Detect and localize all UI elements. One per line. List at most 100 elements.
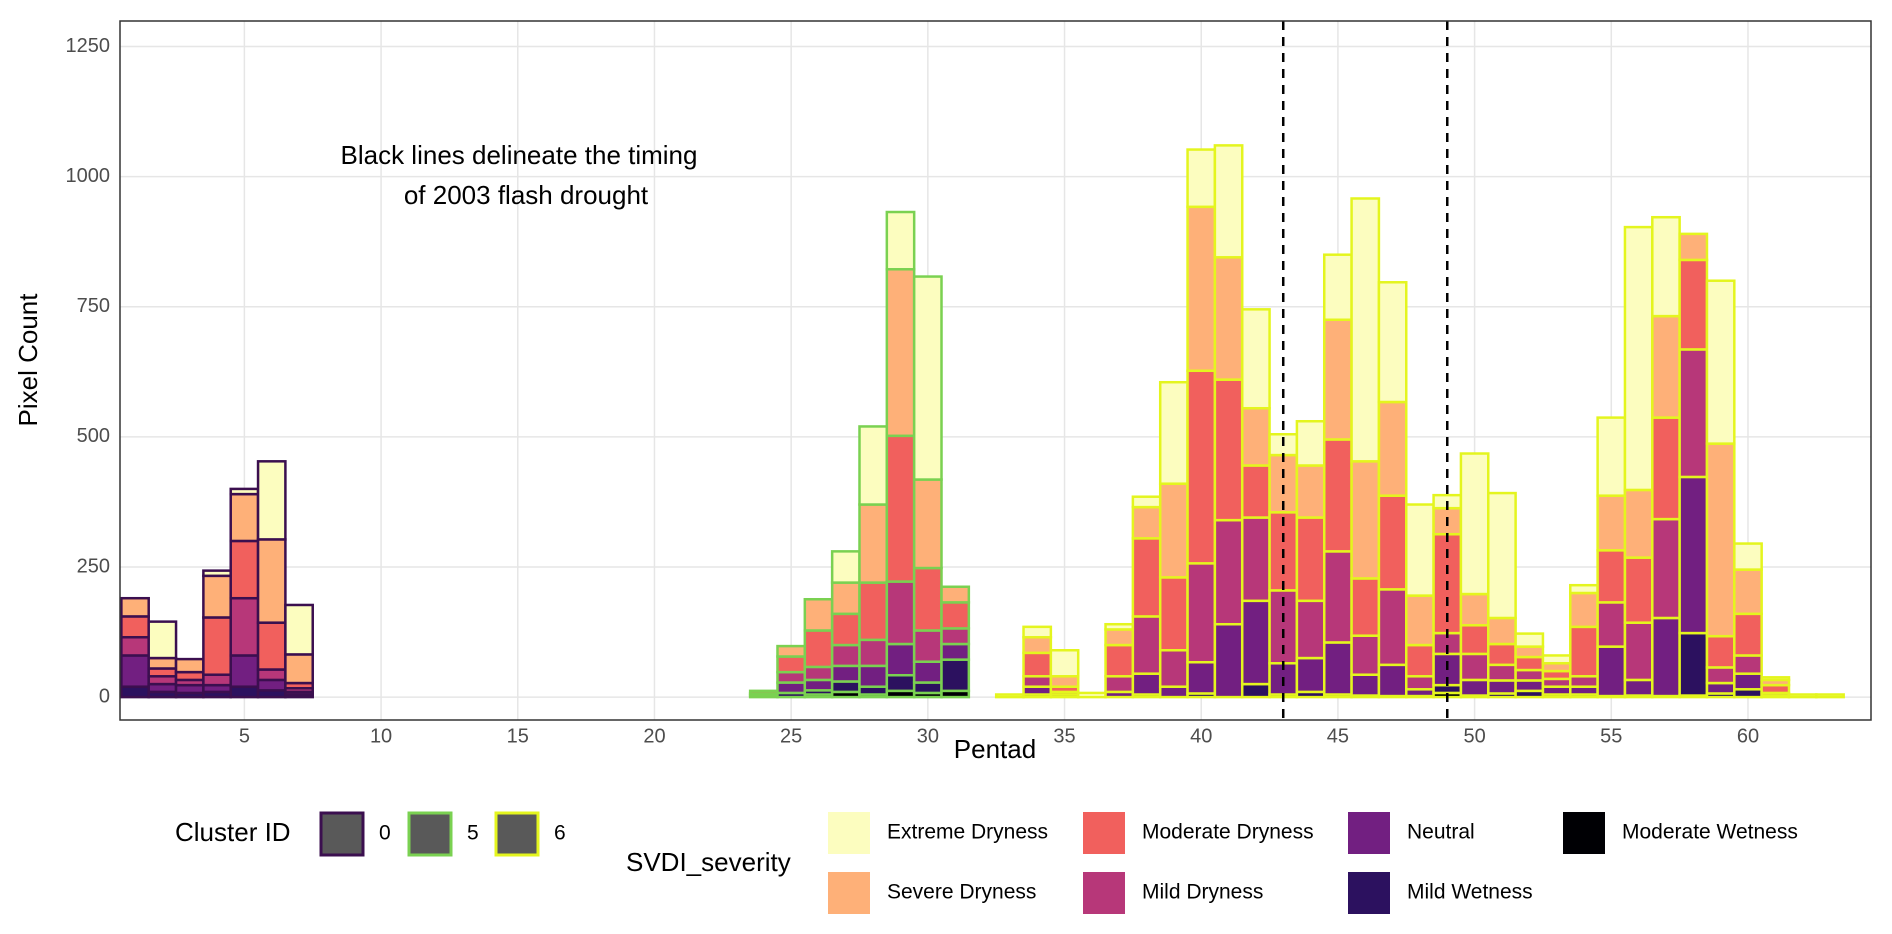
bar-segment xyxy=(284,603,314,656)
bar-segment xyxy=(1295,419,1326,467)
bar-segment xyxy=(1596,645,1627,698)
bar-segment xyxy=(1514,632,1545,648)
bar-segment xyxy=(1514,668,1545,682)
bar-segment xyxy=(147,656,178,670)
bar-segment xyxy=(1104,628,1135,647)
bar-segment xyxy=(1705,279,1736,445)
bar-segment xyxy=(1377,588,1408,667)
bar-segment xyxy=(1104,622,1135,631)
legend-key xyxy=(494,811,540,857)
legend-title: SVDI_severity xyxy=(626,847,791,877)
bar-segment xyxy=(776,655,807,674)
bar-segment xyxy=(1487,491,1517,620)
x-tick-label: 30 xyxy=(917,725,939,747)
annotation: Black lines delineate the timing xyxy=(341,140,698,170)
bar-segment xyxy=(1459,624,1490,656)
bar-segment xyxy=(1596,549,1627,604)
legend-label: 6 xyxy=(554,822,566,845)
bar-segment xyxy=(1104,675,1135,694)
bar-segment xyxy=(1377,400,1408,497)
bar-segment xyxy=(1158,482,1189,579)
bar-segment xyxy=(830,643,861,668)
bar-segment xyxy=(1131,615,1162,675)
bar-segment xyxy=(803,678,834,692)
panel-border xyxy=(119,20,1872,721)
y-tick-label: 1250 xyxy=(66,35,111,57)
bar-segment xyxy=(1733,568,1763,616)
bar-segment xyxy=(202,673,232,687)
bar-segment xyxy=(1240,406,1271,467)
bar-segment xyxy=(1131,672,1162,696)
legend-key xyxy=(319,811,365,857)
bar-segment xyxy=(1487,642,1517,667)
bar-segment xyxy=(912,478,943,570)
bar-segment xyxy=(1705,681,1736,695)
bar-segment xyxy=(940,585,971,604)
legend-key xyxy=(1348,812,1390,854)
bar-segment xyxy=(994,693,1025,699)
bar-segment xyxy=(1295,516,1326,603)
legend-label: 0 xyxy=(379,822,391,845)
bar-segment xyxy=(256,678,287,692)
bar-segment xyxy=(229,492,260,543)
bar-segment xyxy=(1076,691,1107,699)
bar-segment xyxy=(1678,631,1709,697)
x-tick-label: 20 xyxy=(643,725,665,747)
bar-segment xyxy=(830,550,861,584)
bar-segment xyxy=(830,612,861,647)
bar-segment xyxy=(1240,308,1271,410)
bar-segment xyxy=(885,434,916,583)
x-tick-label: 55 xyxy=(1600,725,1622,747)
bar-segment xyxy=(1213,378,1244,522)
bar-segment xyxy=(1459,678,1490,697)
bar-segment xyxy=(1596,416,1627,497)
bar-segment xyxy=(1377,494,1408,591)
x-tick-label: 35 xyxy=(1053,725,1075,747)
bar-segment xyxy=(858,581,889,642)
bar-segment xyxy=(940,627,971,646)
bar-segment xyxy=(229,487,260,496)
bar-segment xyxy=(1623,621,1654,682)
bar-segment xyxy=(858,664,889,688)
bar-segment xyxy=(1158,380,1189,485)
bar-segment xyxy=(229,596,260,657)
legend-key xyxy=(407,811,453,857)
bar-segment xyxy=(885,673,916,693)
bar-segment xyxy=(1240,464,1271,519)
bar-segment xyxy=(830,581,861,616)
bar-segment xyxy=(885,268,916,438)
bar-segment xyxy=(1405,643,1435,678)
legend-label: Extreme Dryness xyxy=(887,821,1048,844)
bar-segment xyxy=(284,653,314,685)
bar-segment xyxy=(1733,542,1763,571)
bar-segment xyxy=(1705,634,1736,669)
bar-segment xyxy=(776,670,807,684)
bar-segment xyxy=(1569,591,1599,629)
bar-segment xyxy=(1131,495,1162,509)
bar-segment xyxy=(1322,550,1353,644)
x-tick-label: 15 xyxy=(507,725,529,747)
bar-segment xyxy=(1240,599,1271,686)
bar-segment xyxy=(229,539,260,600)
bar-segment xyxy=(1487,679,1517,695)
bar-segment xyxy=(1186,205,1217,373)
bar-segment xyxy=(1651,517,1681,620)
bar-segment xyxy=(1295,464,1326,519)
bar-segment xyxy=(1487,663,1517,682)
bar-segment xyxy=(912,660,943,684)
bar-segment xyxy=(1569,583,1599,595)
bar-segment xyxy=(120,615,150,639)
bar-segment xyxy=(1733,612,1763,657)
bar-segment xyxy=(1186,148,1217,209)
legend-key xyxy=(1083,812,1125,854)
bar-segment xyxy=(912,566,943,632)
bar-segment xyxy=(1541,654,1572,665)
bar-segment xyxy=(229,685,260,699)
legend-key xyxy=(1348,872,1390,914)
x-tick-label: 5 xyxy=(239,725,250,747)
bar-segment xyxy=(1623,225,1654,492)
bar-segment xyxy=(1022,625,1053,639)
bar-segment xyxy=(1678,258,1709,351)
bar-segment xyxy=(1186,369,1217,565)
